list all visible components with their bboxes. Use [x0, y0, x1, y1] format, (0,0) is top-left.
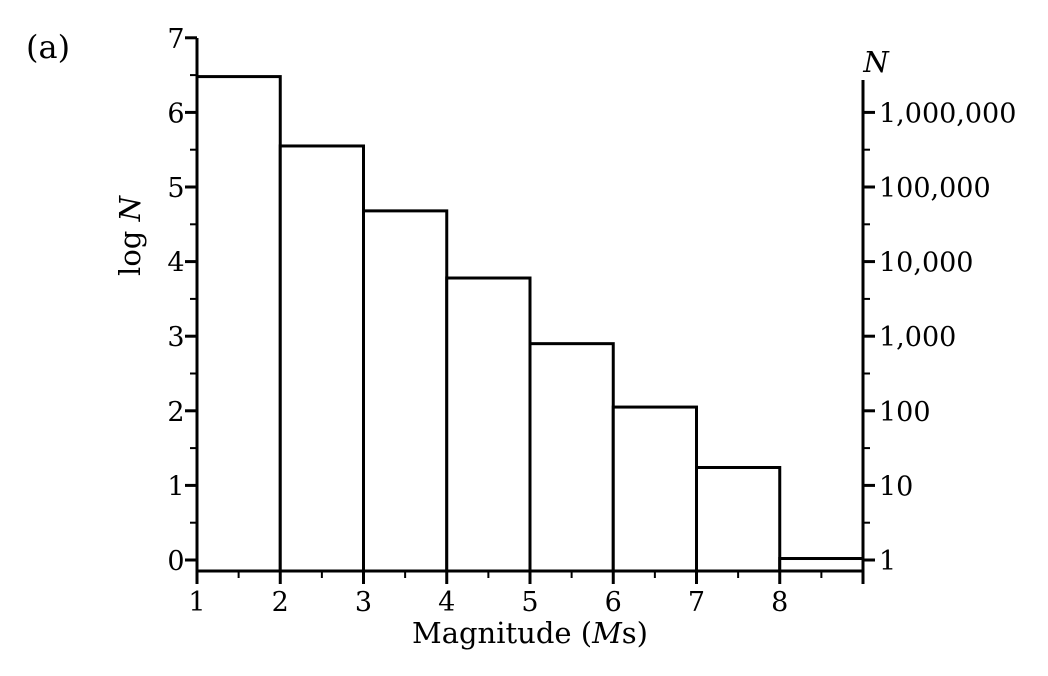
- left-y-tick-label: 2: [167, 397, 184, 428]
- x-tick-label: 8: [771, 587, 788, 618]
- x-tick-label: 3: [355, 587, 372, 618]
- histogram-bar-5: [528, 342, 615, 573]
- histogram-bar-1: [195, 75, 282, 573]
- left-y-tick-label: 1: [167, 471, 184, 502]
- left-y-axis-title-part1: log: [113, 221, 147, 276]
- x-axis-title-part2: M: [591, 616, 623, 650]
- left-y-tick-label: 0: [167, 546, 184, 577]
- x-axis-title-part3: s): [622, 616, 648, 650]
- right-y-tick-label: 1,000: [879, 322, 956, 353]
- histogram-bar-6: [611, 405, 698, 573]
- x-axis-title-part1: Magnitude (: [412, 616, 592, 650]
- right-y-tick-label: 100: [879, 397, 931, 428]
- panel-label: (a): [26, 28, 70, 66]
- left-y-ticks-group: 0 1 2 3 4 5 6 7: [167, 24, 197, 577]
- x-tick-label: 7: [688, 587, 705, 618]
- right-y-tick-label: 10: [879, 471, 913, 502]
- histogram-bar-3: [362, 209, 449, 573]
- bars-group: [195, 75, 865, 573]
- right-y-ticks-group: 1 10 100 1,000 10,000 100,000 1,000,000: [863, 98, 1016, 577]
- left-y-tick-label: 5: [167, 173, 184, 204]
- x-tick-label: 5: [521, 587, 538, 618]
- right-y-tick-label: 1: [879, 546, 896, 577]
- histogram-bar-4: [445, 276, 532, 573]
- histogram-bar-2: [278, 144, 365, 573]
- right-y-axis-title: N: [862, 45, 890, 79]
- left-y-tick-label: 6: [167, 98, 184, 129]
- x-ticks-group: 1 2 3 4 5 6 7 8: [188, 571, 865, 618]
- histogram-bar-8: [778, 557, 865, 573]
- x-tick-label: 4: [438, 587, 455, 618]
- left-y-tick-label: 4: [167, 248, 184, 279]
- histogram-bar-7: [695, 465, 782, 573]
- left-y-axis-title-part2: N: [113, 194, 147, 222]
- x-axis-title: Magnitude (Ms): [412, 616, 648, 650]
- right-y-tick-label: 1,000,000: [879, 98, 1016, 129]
- x-tick-label: 1: [188, 587, 205, 618]
- x-tick-label: 6: [605, 587, 622, 618]
- left-y-axis-title: log N: [113, 194, 147, 276]
- right-y-tick-label: 10,000: [879, 248, 973, 279]
- x-tick-label: 2: [272, 587, 289, 618]
- left-y-tick-label: 3: [167, 322, 184, 353]
- left-y-tick-label: 7: [167, 24, 184, 55]
- right-y-tick-label: 100,000: [879, 173, 991, 204]
